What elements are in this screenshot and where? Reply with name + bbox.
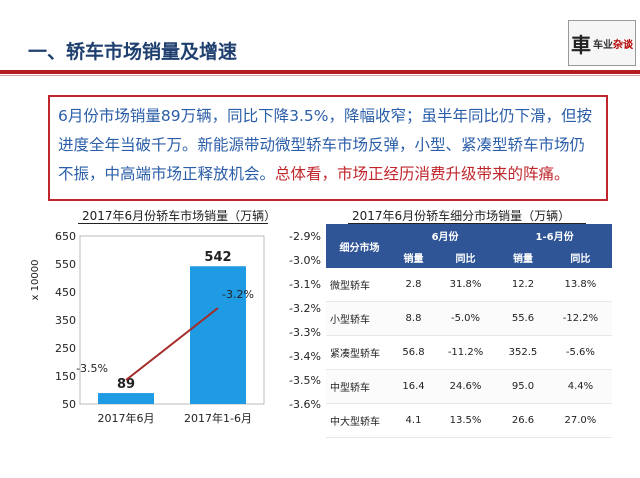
y2-tick-label: -3.0% bbox=[289, 254, 321, 267]
x-category-label: 2017年1-6月 bbox=[184, 411, 252, 425]
h1-yoy: -12.2% bbox=[548, 301, 612, 336]
table-row: 中大型轿车 4.1 13.5% 26.6 27.0% bbox=[326, 403, 612, 438]
y-tick-label: 150 bbox=[55, 370, 76, 383]
june-sales: 8.8 bbox=[393, 301, 434, 336]
logo-mark: 車 bbox=[571, 32, 591, 57]
y-axis-label: x 10000 bbox=[30, 260, 41, 301]
table-header-category: 细分市场 bbox=[326, 224, 393, 268]
page-title: 一、轿车市场销量及增速 bbox=[28, 41, 238, 63]
bar bbox=[190, 266, 246, 404]
june-yoy: 24.6% bbox=[433, 369, 498, 404]
x-category-label: 2017年6月 bbox=[98, 411, 155, 425]
june-yoy: -5.0% bbox=[433, 301, 498, 336]
segment-table-grid: 细分市场 6月份 1-6月份 销量 同比 销量 同比 微型轿车 2.8 31.8… bbox=[326, 224, 612, 438]
table-subheader: 销量 bbox=[497, 246, 549, 268]
y2-tick-label: -3.1% bbox=[289, 278, 321, 291]
table-row: 中型轿车 16.4 24.6% 95.0 4.4% bbox=[326, 369, 612, 404]
y2-tick-label: -3.5% bbox=[289, 374, 321, 387]
y-tick-label: 550 bbox=[55, 258, 76, 271]
chart-title: 2017年6月份轿车市场销量（万辆） bbox=[82, 209, 277, 223]
y2-tick-label: -3.4% bbox=[289, 350, 321, 363]
logo-text: 车业 bbox=[593, 39, 613, 51]
sales-chart: 650 550 450 350 250 150 50 x 10000 -2.9% -3.0% -3.… bbox=[2, 224, 332, 470]
table-row: 小型轿车 8.8 -5.0% 55.6 -12.2% bbox=[326, 301, 612, 336]
y2-tick-label: -3.2% bbox=[289, 302, 321, 315]
june-yoy: 13.5% bbox=[433, 403, 498, 438]
h1-yoy: -5.6% bbox=[548, 335, 612, 370]
y-tick-label: 250 bbox=[55, 342, 76, 355]
h1-yoy: 27.0% bbox=[548, 403, 612, 438]
summary-box: 6月份市场销量89万辆，同比下降3.5%，降幅收窄；虽半年同比仍下滑，但按进度全… bbox=[48, 95, 608, 201]
bar-value-label: 542 bbox=[204, 250, 231, 265]
table-row: 紧凑型轿车 56.8 -11.2% 352.5 -5.6% bbox=[326, 335, 612, 370]
table-title-underline bbox=[348, 223, 586, 224]
y-tick-label: 450 bbox=[55, 286, 76, 299]
yoy-line bbox=[125, 307, 219, 381]
h1-sales: 26.6 bbox=[497, 403, 549, 438]
june-sales: 2.8 bbox=[393, 268, 434, 302]
segment-name: 紧凑型轿车 bbox=[326, 335, 393, 370]
june-sales: 56.8 bbox=[393, 335, 434, 370]
june-sales: 4.1 bbox=[393, 403, 434, 438]
h1-sales: 95.0 bbox=[497, 369, 549, 404]
table-header-group-h1: 1-6月份 bbox=[497, 224, 612, 246]
y2-tick-label: -3.3% bbox=[289, 326, 321, 339]
header-rule bbox=[0, 70, 640, 74]
chart-svg: 650 550 450 350 250 150 50 x 10000 -2.9% -3.0% -3.… bbox=[30, 230, 321, 425]
logo-text-red: 杂谈 bbox=[613, 39, 633, 51]
table-header-group-june: 6月份 bbox=[393, 224, 498, 246]
segment-name: 中大型轿车 bbox=[326, 403, 393, 438]
yoy-line-label: -3.5% bbox=[76, 362, 108, 375]
brand-logo: 車 车业 杂谈 bbox=[568, 20, 636, 66]
summary-emphasis: 总体看，市场正经历消费升级带来的阵痛。 bbox=[275, 165, 570, 183]
table-title: 2017年6月份轿车细分市场销量（万辆） bbox=[352, 209, 571, 223]
bar-value-label: 89 bbox=[117, 377, 135, 392]
y-tick-label: 350 bbox=[55, 314, 76, 327]
y2-tick-label: -2.9% bbox=[289, 230, 321, 243]
segment-name: 微型轿车 bbox=[326, 268, 393, 302]
segment-table: 细分市场 6月份 1-6月份 销量 同比 销量 同比 微型轿车 2.8 31.8… bbox=[326, 224, 612, 438]
segment-name: 小型轿车 bbox=[326, 301, 393, 336]
table-row: 微型轿车 2.8 31.8% 12.2 13.8% bbox=[326, 268, 612, 302]
bar bbox=[98, 393, 154, 404]
segment-name: 中型轿车 bbox=[326, 369, 393, 404]
june-yoy: 31.8% bbox=[433, 268, 498, 302]
yoy-line-label: -3.2% bbox=[222, 288, 254, 301]
h1-sales: 352.5 bbox=[497, 335, 549, 370]
h1-yoy: 13.8% bbox=[548, 268, 612, 302]
y2-tick-label: -3.6% bbox=[289, 398, 321, 411]
plot-frame bbox=[79, 235, 265, 405]
y-tick-label: 50 bbox=[62, 398, 76, 411]
h1-sales: 55.6 bbox=[497, 301, 549, 336]
table-subheader: 同比 bbox=[548, 246, 612, 268]
table-subheader-row: 销量 同比 销量 同比 bbox=[326, 246, 612, 268]
chart-title-underline bbox=[78, 223, 268, 224]
header-rule-thin bbox=[0, 75, 640, 76]
june-yoy: -11.2% bbox=[433, 335, 498, 370]
table-header-row: 细分市场 6月份 1-6月份 bbox=[326, 224, 612, 268]
slide-header: 一、轿车市场销量及增速 車 车业 杂谈 bbox=[0, 0, 640, 80]
h1-sales: 12.2 bbox=[497, 268, 549, 302]
june-sales: 16.4 bbox=[393, 369, 434, 404]
h1-yoy: 4.4% bbox=[548, 369, 612, 404]
table-subheader: 同比 bbox=[433, 246, 498, 268]
table-subheader: 销量 bbox=[393, 246, 434, 268]
y-tick-label: 650 bbox=[55, 230, 76, 243]
summary-text: 6月份市场销量89万辆，同比下降3.5%，降幅收窄；虽半年同比仍下滑，但按进度全… bbox=[58, 107, 592, 183]
